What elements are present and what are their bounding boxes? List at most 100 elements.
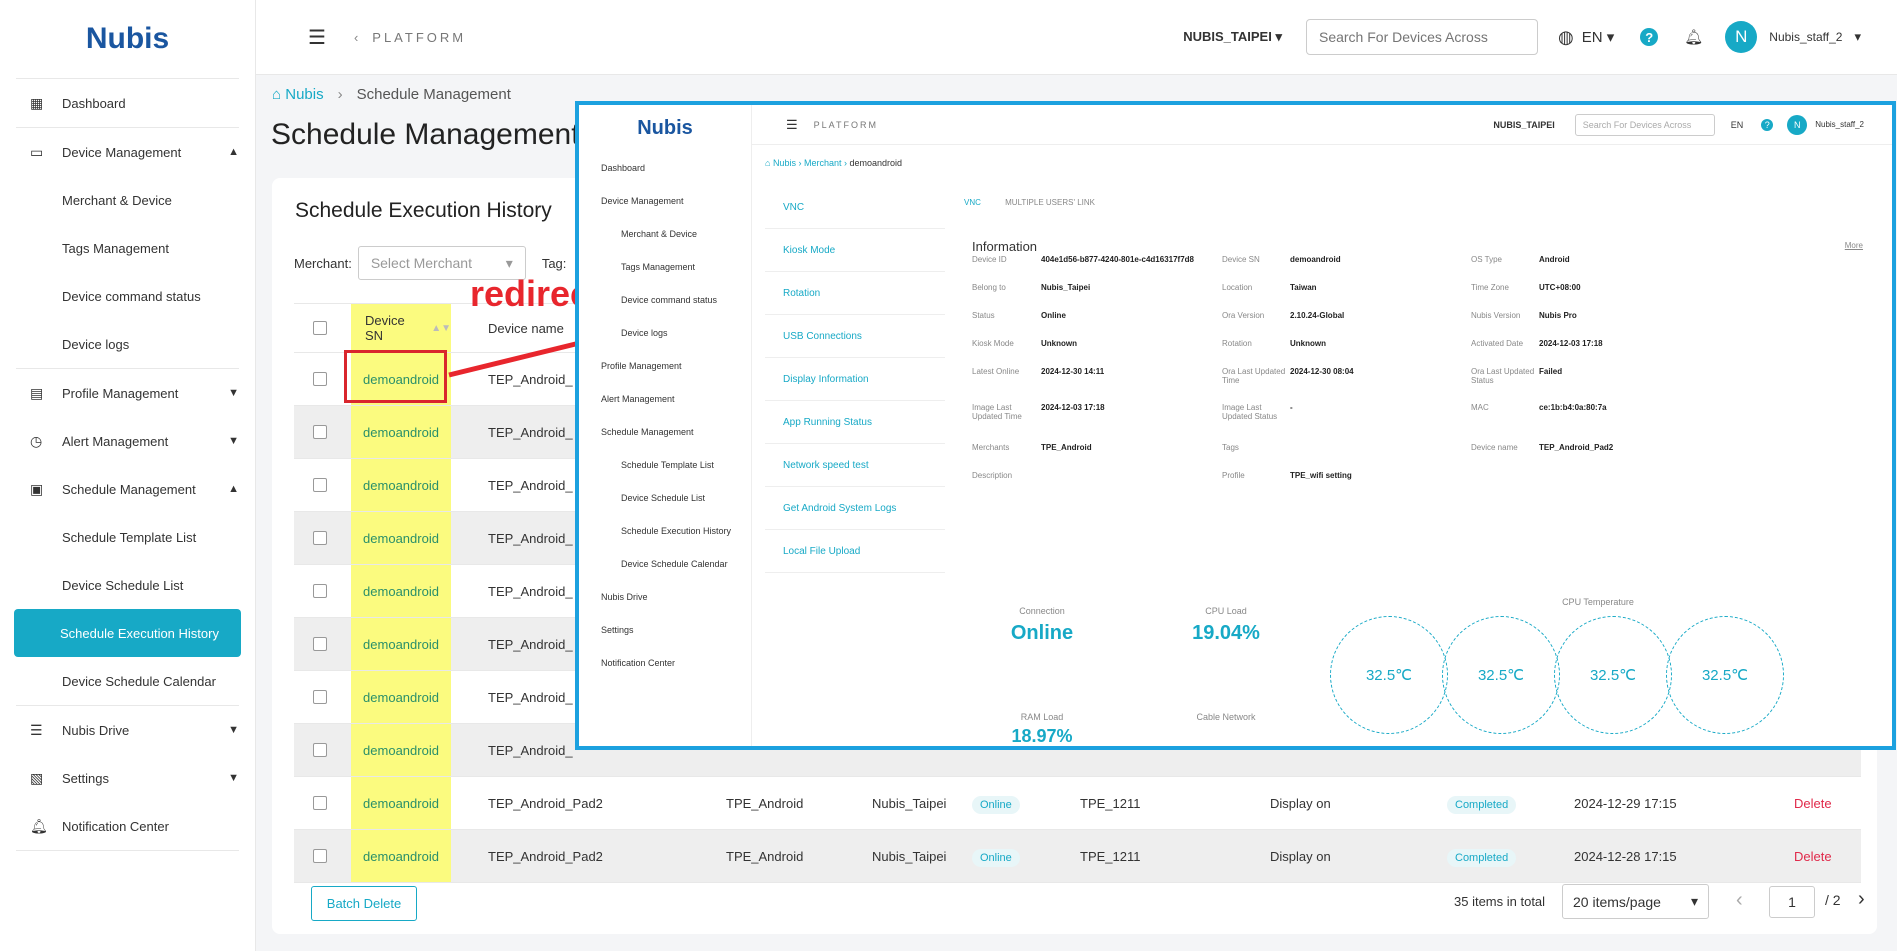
batch-delete-button[interactable]: Batch Delete <box>311 886 417 921</box>
overlay-menu-item: Rotation <box>765 272 945 315</box>
sidebar-item-device-management[interactable]: ▭ Device Management ▲ <box>0 128 255 176</box>
column-header-name[interactable]: Device name <box>488 320 564 336</box>
sidebar-item-drive[interactable]: ☰ Nubis Drive ▼ <box>0 706 255 754</box>
overlay-menu-item: Get Android System Logs <box>765 487 945 530</box>
sidebar-item-merchant-device[interactable]: Merchant & Device <box>62 192 172 208</box>
column-header-sn[interactable]: Device SN ▲▼ <box>351 304 451 352</box>
user-name[interactable]: Nubis_staff_2 <box>1769 30 1843 44</box>
device-sn-link[interactable]: demoandroid <box>351 671 451 723</box>
row-checkbox[interactable] <box>313 425 327 439</box>
cpu-tile: CPU Load 19.04% <box>1137 592 1315 692</box>
row-checkbox[interactable] <box>313 478 327 492</box>
device-sn-link[interactable]: demoandroid <box>351 565 451 617</box>
info-label: Device ID <box>972 255 1007 264</box>
info-label: OS Type <box>1471 255 1502 264</box>
merchant-switcher[interactable]: NUBIS_TAIPEI ▾ <box>1183 29 1282 44</box>
chevron-down-icon: ▾ <box>505 254 513 271</box>
nubis-logo[interactable]: Nubis <box>85 22 170 55</box>
device-sn-link[interactable]: demoandroid <box>351 512 451 564</box>
device-sn-link[interactable]: demoandroid <box>351 459 451 511</box>
sidebar-item-command-status[interactable]: Device command status <box>62 288 201 304</box>
row-checkbox[interactable] <box>313 531 327 545</box>
info-label: Ora Version <box>1222 311 1265 320</box>
status-badge: Online <box>972 848 1020 867</box>
overlay-logo: Nubis <box>637 116 693 139</box>
overlay-merchant: NUBIS_TAIPEI <box>1493 119 1555 130</box>
sidebar-item-settings[interactable]: ▧ Settings ▼ <box>0 754 255 802</box>
search-input[interactable] <box>1305 19 1538 55</box>
page-size-select[interactable]: 20 items/page ▾ <box>1562 884 1709 919</box>
sidebar-item-profile[interactable]: ▤ Profile Management ▼ <box>0 369 255 417</box>
overlay-menu-item: Display Information <box>765 358 945 401</box>
prev-page-icon[interactable]: ‹ <box>1736 889 1743 911</box>
sidebar-item-tags[interactable]: Tags Management <box>62 240 169 256</box>
chevron-down-icon[interactable]: ▾ <box>1854 29 1861 44</box>
select-all-checkbox[interactable] <box>313 321 327 335</box>
row-checkbox[interactable] <box>313 743 327 757</box>
info-value: 2024-12-03 17:18 <box>1539 339 1603 348</box>
result-badge: Completed <box>1447 795 1517 814</box>
row-checkbox[interactable] <box>313 372 327 386</box>
temperature-gauge: 32.5℃ <box>1666 616 1784 734</box>
command-cell: Display on <box>1270 795 1331 811</box>
overlay-lang: EN <box>1730 119 1744 130</box>
device-sn-link[interactable]: demoandroid <box>351 724 451 776</box>
sidebar-item-label: Nubis Drive <box>62 722 130 738</box>
overlay-sidebar-item: Dashboard <box>601 162 646 173</box>
info-label: Rotation <box>1222 339 1252 348</box>
delete-link[interactable]: Delete <box>1794 848 1832 864</box>
device-sn-link[interactable]: demoandroid <box>351 353 451 405</box>
globe-icon[interactable]: ◍ <box>1557 26 1574 47</box>
overlay-menu-item: App Running Status <box>765 401 945 444</box>
temperature-gauge: 32.5℃ <box>1554 616 1672 734</box>
info-label: Device name <box>1471 443 1518 452</box>
language-select[interactable]: EN ▾ <box>1581 29 1615 46</box>
overlay-menu-item: Network speed test <box>765 444 945 487</box>
sidebar-item-dashboard[interactable]: ▦ Dashboard <box>0 79 255 127</box>
breadcrumb-home[interactable]: Nubis <box>285 86 324 103</box>
sidebar: Nubis ▦ Dashboard ▭ Device Management ▲ Mer… <box>0 0 256 951</box>
menu-icon[interactable]: ☰ <box>308 26 326 49</box>
device-sn-link[interactable]: demoandroid <box>351 777 451 829</box>
row-checkbox[interactable] <box>313 796 327 810</box>
overlay-info-panel: Information More Device ID 404e1d56-b877-… <box>953 225 1883 573</box>
info-value: Unknown <box>1290 339 1326 348</box>
device-sn-link[interactable]: demoandroid <box>351 406 451 458</box>
table-row: demoandroid TEP_Android_ <box>294 671 1861 724</box>
row-checkbox[interactable] <box>313 690 327 704</box>
info-value: Nubis_Taipei <box>1041 283 1091 292</box>
sidebar-item-alert[interactable]: ◷ Alert Management ▼ <box>0 417 255 465</box>
sidebar-item-schedule[interactable]: ▣ Schedule Management ▲ <box>0 465 255 513</box>
info-more-link: More <box>1844 241 1863 250</box>
delete-link[interactable]: Delete <box>1794 795 1832 811</box>
info-value: TPE_Android <box>1041 443 1092 452</box>
notification-bell-icon[interactable]: 🔔︎ <box>1684 29 1704 46</box>
help-icon[interactable]: ? <box>1640 28 1659 46</box>
sidebar-item-schedule-calendar[interactable]: Device Schedule Calendar <box>62 673 216 689</box>
device-name: TEP_Android_Pad2 <box>488 795 603 811</box>
info-value: 2024-12-30 14:11 <box>1041 367 1105 376</box>
breadcrumb-current: Schedule Management <box>356 86 511 103</box>
row-checkbox[interactable] <box>313 849 327 863</box>
overlay-menu-item: Kiosk Mode <box>765 229 945 272</box>
avatar[interactable]: N <box>1725 21 1758 53</box>
page-input[interactable]: 1 <box>1769 886 1815 918</box>
sidebar-item-device-logs[interactable]: Device logs <box>62 336 130 352</box>
sidebar-item-notification[interactable]: 🔔︎ Notification Center <box>0 802 255 850</box>
row-checkbox[interactable] <box>313 584 327 598</box>
sidebar-item-execution-history[interactable]: Schedule Execution History <box>14 609 241 657</box>
page-title: Schedule Management <box>271 118 580 151</box>
device-sn-link[interactable]: demoandroid <box>351 830 451 882</box>
sidebar-item-schedule-template[interactable]: Schedule Template List <box>62 529 197 545</box>
home-icon[interactable]: ⌂ <box>272 86 286 103</box>
info-label: Merchants <box>972 443 1010 452</box>
overlay-search: Search For Devices Across <box>1574 113 1715 136</box>
next-page-icon[interactable]: › <box>1858 888 1865 910</box>
time-cell: 2024-12-28 17:15 <box>1574 848 1677 864</box>
back-chevron-icon[interactable]: ‹ <box>353 29 359 45</box>
device-sn-link[interactable]: demoandroid <box>351 618 451 670</box>
row-checkbox[interactable] <box>313 637 327 651</box>
sidebar-item-device-schedule[interactable]: Device Schedule List <box>62 577 184 593</box>
merchant-select[interactable]: Select Merchant ▾ <box>357 246 526 280</box>
overlay-menu-item: VNC <box>765 186 945 229</box>
